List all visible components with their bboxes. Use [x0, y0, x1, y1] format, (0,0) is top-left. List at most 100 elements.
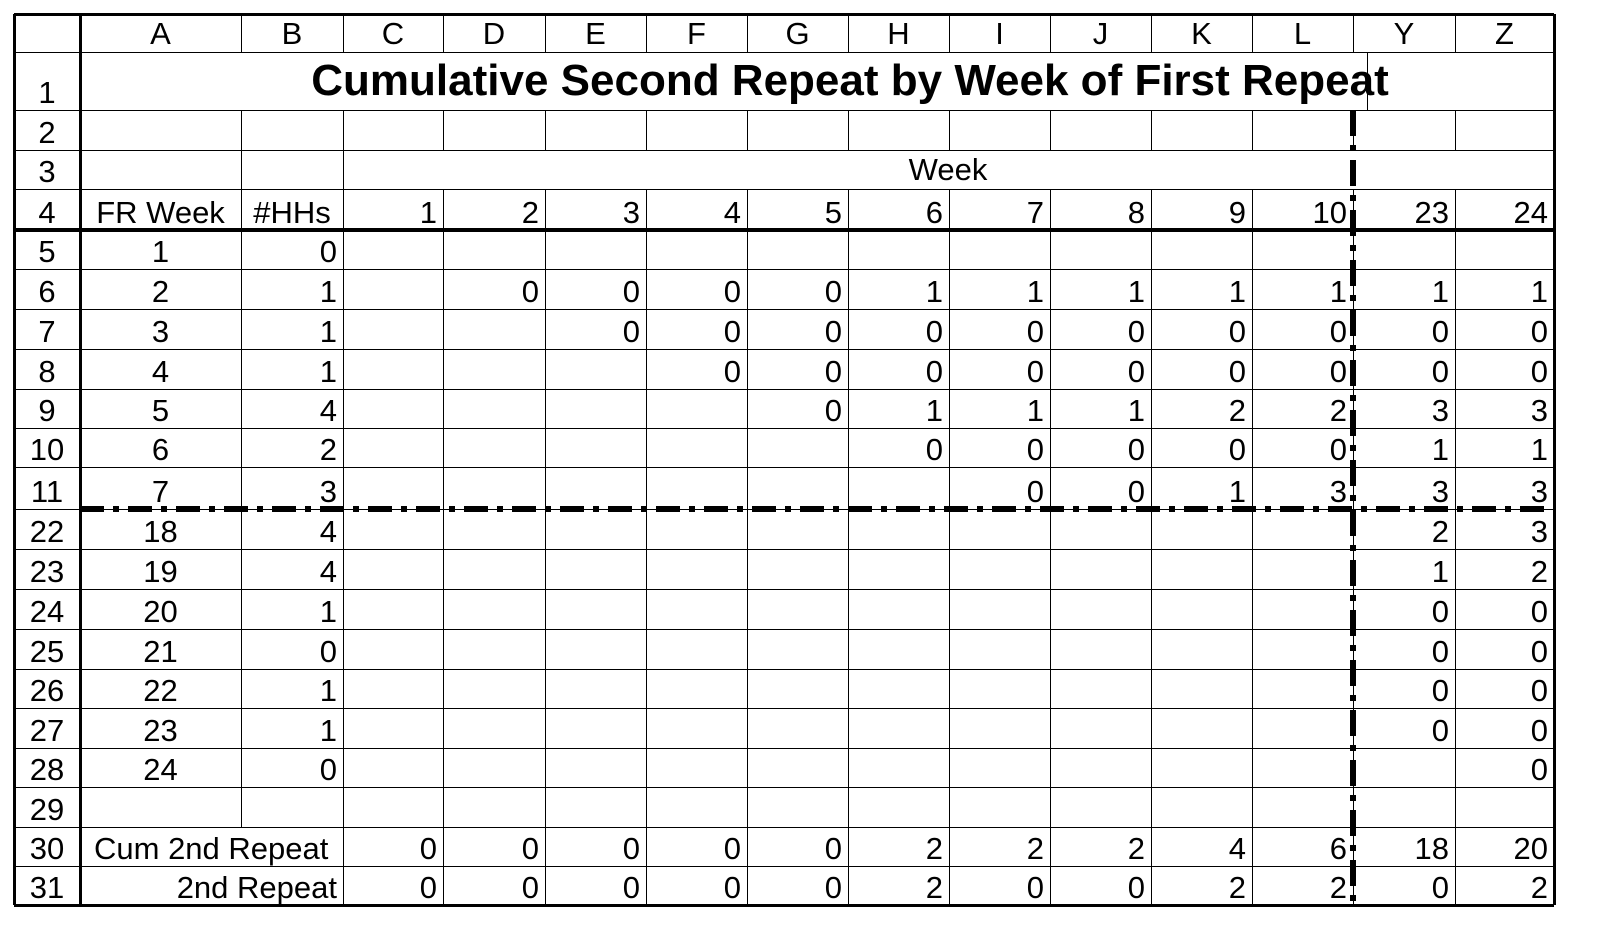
cell-h9[interactable]: 1 [925, 393, 943, 428]
column-header-l[interactable]: L [1293, 15, 1312, 51]
cell-y24[interactable]: 0 [1431, 594, 1449, 629]
cell-a8[interactable]: 4 [151, 354, 170, 389]
column-header-b[interactable]: B [281, 15, 303, 51]
cell-f7[interactable]: 0 [723, 314, 741, 349]
column-header-a[interactable]: A [150, 15, 171, 51]
cell-y7[interactable]: 0 [1431, 314, 1449, 349]
cell-d4[interactable]: 2 [521, 195, 539, 230]
row-header-29[interactable]: 29 [29, 792, 65, 827]
cell-y8[interactable]: 0 [1431, 354, 1449, 389]
cell-y6[interactable]: 1 [1431, 274, 1449, 309]
cell-z25[interactable]: 0 [1530, 634, 1548, 669]
cell-k11[interactable]: 1 [1228, 474, 1246, 509]
cell-j7[interactable]: 0 [1127, 314, 1145, 349]
cell-h10[interactable]: 0 [925, 432, 943, 467]
cell-d30[interactable]: 0 [521, 831, 539, 866]
cell-a31[interactable]: 2nd Repeat [176, 870, 337, 905]
cell-b9[interactable]: 4 [319, 393, 337, 428]
cell-g8[interactable]: 0 [824, 354, 842, 389]
cell-l4[interactable]: 10 [1312, 195, 1347, 230]
cell-z7[interactable]: 0 [1530, 314, 1548, 349]
cell-b25[interactable]: 0 [319, 634, 337, 669]
row-header-27[interactable]: 27 [29, 713, 65, 748]
cell-y25[interactable]: 0 [1431, 634, 1449, 669]
cell-j6[interactable]: 1 [1127, 274, 1145, 309]
cell-i11[interactable]: 0 [1026, 474, 1044, 509]
cell-e7[interactable]: 0 [622, 314, 640, 349]
cell-i9[interactable]: 1 [1026, 393, 1044, 428]
cell-g6[interactable]: 0 [824, 274, 842, 309]
cell-g9[interactable]: 0 [824, 393, 842, 428]
cell-f30[interactable]: 0 [723, 831, 741, 866]
cell-i31[interactable]: 0 [1026, 870, 1044, 905]
cell-a24[interactable]: 20 [143, 594, 178, 629]
cell-g4[interactable]: 5 [824, 195, 842, 230]
cell-b11[interactable]: 3 [319, 474, 337, 509]
cell-a27[interactable]: 23 [143, 713, 178, 748]
column-header-g[interactable]: G [785, 15, 810, 51]
cell-j4[interactable]: 8 [1127, 195, 1145, 230]
cell-y11[interactable]: 3 [1431, 474, 1449, 509]
row-header-30[interactable]: 30 [29, 831, 65, 866]
cell-l31[interactable]: 2 [1329, 870, 1347, 905]
cell-k31[interactable]: 2 [1228, 870, 1246, 905]
cell-a4[interactable]: FR Week [96, 195, 225, 230]
cell-b6[interactable]: 1 [319, 274, 337, 309]
cell-a10[interactable]: 6 [151, 432, 170, 467]
cell-a9[interactable]: 5 [151, 393, 170, 428]
cell-a30[interactable]: Cum 2nd Repeat [94, 831, 329, 866]
row-header-25[interactable]: 25 [29, 634, 65, 669]
cell-z31[interactable]: 2 [1530, 870, 1548, 905]
row-header-3[interactable]: 3 [38, 154, 56, 189]
cell-l10[interactable]: 0 [1329, 432, 1347, 467]
cell-i7[interactable]: 0 [1026, 314, 1044, 349]
column-header-y[interactable]: Y [1393, 15, 1415, 51]
cell-c4[interactable]: 1 [419, 195, 437, 230]
cell-k30[interactable]: 4 [1228, 831, 1246, 866]
cell-l9[interactable]: 2 [1329, 393, 1347, 428]
cell-y9[interactable]: 3 [1431, 393, 1449, 428]
cell-f8[interactable]: 0 [723, 354, 741, 389]
cell-e6[interactable]: 0 [622, 274, 640, 309]
row-header-9[interactable]: 9 [38, 393, 56, 428]
cell-l8[interactable]: 0 [1329, 354, 1347, 389]
row-header-6[interactable]: 6 [38, 274, 56, 309]
row-header-5[interactable]: 5 [38, 234, 56, 269]
cell-i10[interactable]: 0 [1026, 432, 1044, 467]
cell-a7[interactable]: 3 [151, 314, 170, 349]
cell-i6[interactable]: 1 [1026, 274, 1044, 309]
cell-h30[interactable]: 2 [925, 831, 943, 866]
cell-g30[interactable]: 0 [824, 831, 842, 866]
cell-z4[interactable]: 24 [1513, 195, 1548, 230]
cell-y10[interactable]: 1 [1431, 432, 1449, 467]
cell-j30[interactable]: 2 [1127, 831, 1145, 866]
cell-z30[interactable]: 20 [1513, 831, 1548, 866]
row-header-2[interactable]: 2 [38, 115, 56, 150]
cell-j31[interactable]: 0 [1127, 870, 1145, 905]
cell-h31[interactable]: 2 [925, 870, 943, 905]
cell-e31[interactable]: 0 [622, 870, 640, 905]
cell-a23[interactable]: 19 [143, 554, 178, 589]
cell-z22[interactable]: 3 [1530, 514, 1548, 549]
cell-z28[interactable]: 0 [1530, 752, 1548, 787]
row-header-22[interactable]: 22 [29, 514, 65, 549]
row-header-7[interactable]: 7 [38, 314, 56, 349]
cell-a6[interactable]: 2 [151, 274, 170, 309]
cell-y31[interactable]: 0 [1431, 870, 1449, 905]
cell-l7[interactable]: 0 [1329, 314, 1347, 349]
row-header-26[interactable]: 26 [29, 673, 65, 708]
column-header-c[interactable]: C [381, 15, 405, 51]
column-header-k[interactable]: K [1191, 15, 1212, 51]
cell-c30[interactable]: 0 [419, 831, 437, 866]
cell-g7[interactable]: 0 [824, 314, 842, 349]
cell-k10[interactable]: 0 [1228, 432, 1246, 467]
cell-y27[interactable]: 0 [1431, 713, 1449, 748]
row-header-10[interactable]: 10 [29, 432, 65, 467]
cell-i8[interactable]: 0 [1026, 354, 1044, 389]
cell-b24[interactable]: 1 [319, 594, 337, 629]
cell-y22[interactable]: 2 [1431, 514, 1449, 549]
cell-b23[interactable]: 4 [319, 554, 337, 589]
cell-z10[interactable]: 1 [1530, 432, 1548, 467]
column-header-i[interactable]: I [995, 15, 1004, 51]
cell-y23[interactable]: 1 [1431, 554, 1449, 589]
